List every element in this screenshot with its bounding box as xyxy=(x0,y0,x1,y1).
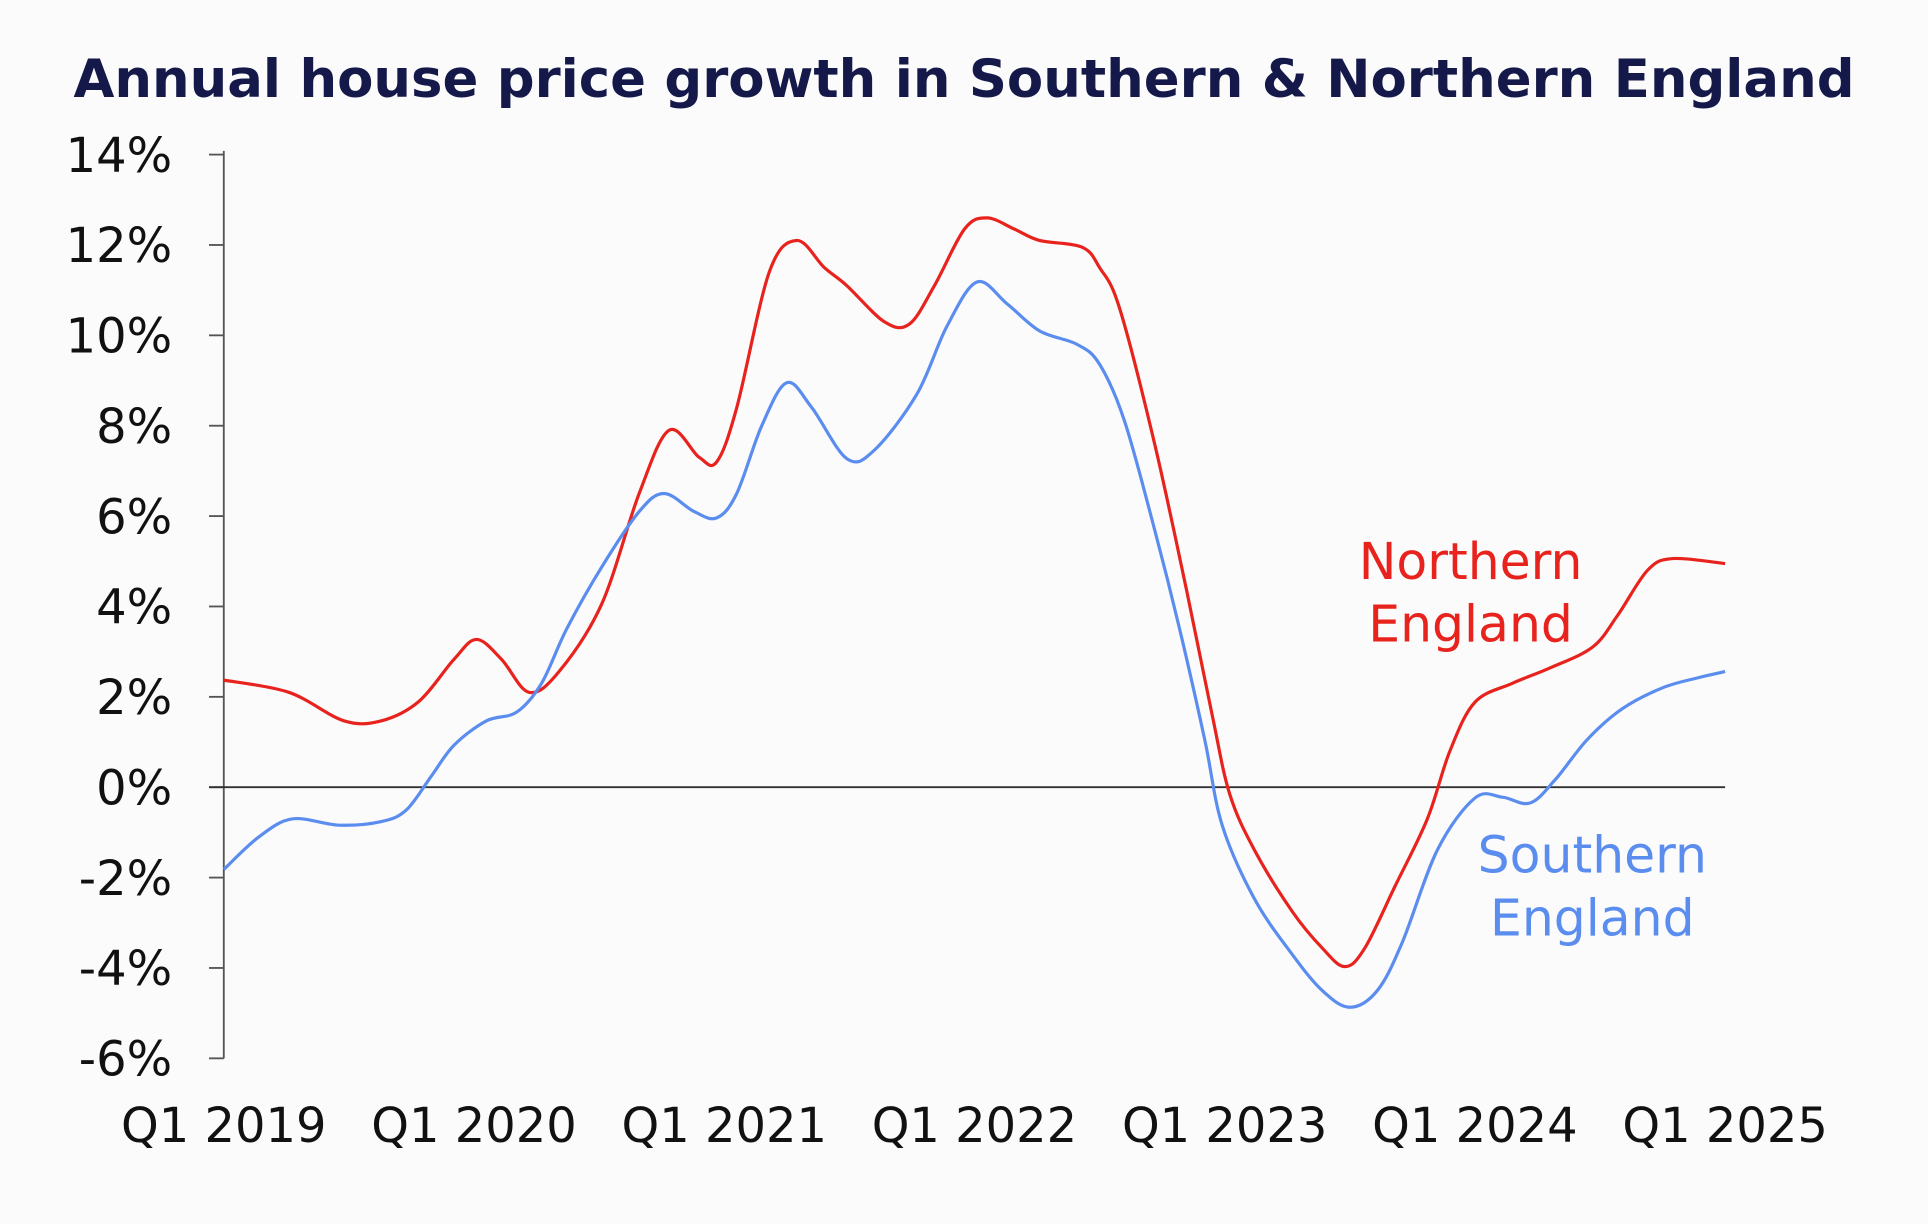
x-tick-label: Q1 2024 xyxy=(1372,1098,1577,1154)
series-label-northern-england: England xyxy=(1368,595,1573,654)
series-label-southern-england: England xyxy=(1490,888,1695,947)
x-tick-label: Q1 2025 xyxy=(1622,1098,1827,1154)
series-label-southern-england: Southern xyxy=(1478,826,1707,885)
y-tick-label: 0% xyxy=(96,760,172,816)
y-tick-label: 10% xyxy=(66,309,173,365)
chart-title: Annual house price growth in Southern & … xyxy=(73,49,1854,110)
x-tick-label: Q1 2023 xyxy=(1122,1098,1327,1154)
x-tick-label: Q1 2019 xyxy=(121,1098,326,1154)
series-label-northern-england: Northern xyxy=(1359,532,1583,591)
y-tick-label: 6% xyxy=(96,489,172,545)
series-group xyxy=(222,216,1726,1009)
y-tick-label: -6% xyxy=(79,1032,172,1088)
y-tick-label: 2% xyxy=(96,670,172,726)
y-tick-label: 14% xyxy=(66,128,173,184)
y-tick-label: 8% xyxy=(96,399,172,455)
x-axis: Q1 2019 Q1 2020 Q1 2021 Q1 2022 Q1 2023 Q1 20… xyxy=(121,786,1828,1154)
x-tick-label: Q1 2021 xyxy=(621,1098,826,1154)
x-tick-label: Q1 2020 xyxy=(371,1098,576,1154)
series-line-southern-england xyxy=(222,279,1726,1009)
x-tick-label: Q1 2022 xyxy=(872,1098,1077,1154)
series-line-northern-england xyxy=(223,216,1726,969)
y-tick-label: -2% xyxy=(79,851,172,907)
y-tick-label: 4% xyxy=(96,580,172,636)
y-tick-label: -4% xyxy=(79,941,172,997)
y-tick-label: 12% xyxy=(66,218,173,274)
y-axis: 14% 12% 10% 8% 6% 4% 2% 0% -2% -4% -6% xyxy=(66,128,225,1088)
